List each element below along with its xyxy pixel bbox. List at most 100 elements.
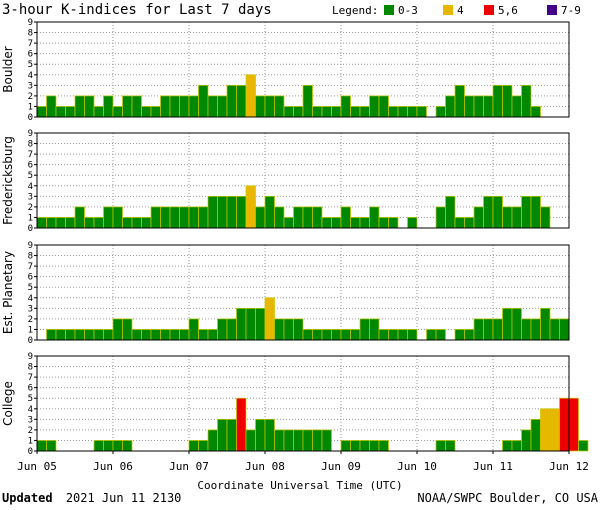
k-index-bar	[340, 206, 351, 229]
k-index-bar	[340, 440, 351, 452]
k-index-bar	[274, 429, 285, 452]
k-index-bar	[340, 329, 351, 341]
k-index-bar	[74, 95, 85, 118]
k-index-bar	[93, 106, 104, 118]
y-tick-label: 3	[28, 192, 33, 202]
x-tick-label: Jun 12	[549, 460, 589, 473]
k-index-bar	[236, 84, 247, 118]
k-index-bar	[312, 206, 323, 229]
k-index-bar	[426, 329, 437, 341]
k-index-bar	[321, 329, 332, 341]
k-index-bar	[245, 307, 256, 341]
k-index-bar	[397, 329, 408, 341]
y-tick-label: 2	[28, 426, 33, 436]
k-index-bar	[321, 106, 332, 118]
k-index-bar	[549, 318, 560, 341]
k-index-bar	[217, 95, 228, 118]
y-tick-label: 6	[28, 384, 33, 394]
k-index-bar	[378, 217, 389, 229]
panel-frame	[36, 21, 570, 118]
legend-swatch	[443, 5, 453, 15]
y-tick-label: 7	[28, 150, 33, 160]
k-index-bar	[521, 318, 532, 341]
panel-label: College	[1, 381, 15, 426]
k-index-bar	[217, 318, 228, 341]
y-tick-label: 8	[28, 363, 33, 373]
k-index-bar	[549, 408, 560, 452]
panel-label: Boulder	[1, 46, 15, 93]
y-tick-label: 7	[28, 262, 33, 272]
y-tick-label: 0	[28, 336, 33, 346]
k-index-bar	[293, 206, 304, 229]
k-index-bar	[454, 84, 465, 118]
k-index-bar	[397, 106, 408, 118]
k-index-bar	[112, 106, 123, 118]
legend-swatch	[484, 5, 494, 15]
legend-item-label: 0-3	[398, 4, 418, 17]
svg-text:Updated 2021 Jun 11 2130: Updated 2021 Jun 11 2130	[2, 491, 181, 505]
y-tick-label: 1	[28, 436, 33, 446]
k-index-bar	[454, 329, 465, 341]
k-index-bar	[302, 206, 313, 229]
k-index-bar	[226, 84, 237, 118]
y-tick-label: 6	[28, 50, 33, 60]
k-index-bar	[321, 429, 332, 452]
k-index-bar	[255, 307, 266, 341]
k-index-bar	[435, 106, 446, 118]
k-index-bar	[112, 318, 123, 341]
k-index-bar	[84, 95, 95, 118]
k-index-bar	[435, 206, 446, 229]
k-index-bar	[274, 95, 285, 118]
k-index-bar	[103, 206, 114, 229]
k-index-bar	[473, 95, 484, 118]
x-tick-label: Jun 05	[17, 460, 57, 473]
k-index-bar	[245, 185, 256, 229]
k-index-bar	[283, 106, 294, 118]
k-index-bar	[198, 206, 209, 229]
k-index-bar	[312, 429, 323, 452]
k-index-bar	[188, 440, 199, 452]
k-index-bar	[103, 440, 114, 452]
k-index-bar	[559, 318, 570, 341]
k-index-bar	[464, 217, 475, 229]
y-tick-label: 2	[28, 92, 33, 102]
k-index-bar	[293, 318, 304, 341]
x-tick-labels: Jun 05 Jun 06 Jun 07 Jun 08 Jun 09 Jun 10 Jun …	[17, 451, 589, 473]
k-index-bar	[445, 95, 456, 118]
legend-item-label: 7-9	[561, 4, 581, 17]
k-index-bar	[521, 195, 532, 229]
k-index-bar	[141, 106, 152, 118]
source-credit: NOAA/SWPC Boulder, CO USA	[417, 491, 598, 505]
k-index-bar	[540, 206, 551, 229]
k-index-bar	[93, 329, 104, 341]
panel-frame	[36, 132, 570, 229]
k-index-bar	[160, 329, 171, 341]
k-index-bar	[207, 195, 218, 229]
k-index-bar	[283, 429, 294, 452]
k-index-bar	[359, 106, 370, 118]
k-index-bar	[492, 84, 503, 118]
k-index-bar	[112, 440, 123, 452]
k-index-bar	[407, 106, 418, 118]
y-tick-label: 1	[28, 325, 33, 335]
y-tick-label: 5	[28, 283, 33, 293]
x-tick-label: Jun 09	[321, 460, 361, 473]
y-tick-label: 3	[28, 415, 33, 425]
k-index-bar	[169, 95, 180, 118]
k-index-bar	[511, 307, 522, 341]
k-index-bar	[521, 84, 532, 118]
k-index-bar	[236, 307, 247, 341]
k-index-bar	[226, 318, 237, 341]
y-tick-label: 1	[28, 213, 33, 223]
k-index-bar	[473, 318, 484, 341]
k-index-bar	[36, 440, 47, 452]
k-index-bar	[464, 95, 475, 118]
k-index-bar	[122, 95, 133, 118]
k-index-bar	[141, 217, 152, 229]
k-index-bar	[312, 329, 323, 341]
k-index-bar	[407, 217, 418, 229]
k-index-bar	[388, 106, 399, 118]
k-index-bar	[84, 329, 95, 341]
legend-swatch	[547, 5, 557, 15]
k-index-bar	[454, 217, 465, 229]
